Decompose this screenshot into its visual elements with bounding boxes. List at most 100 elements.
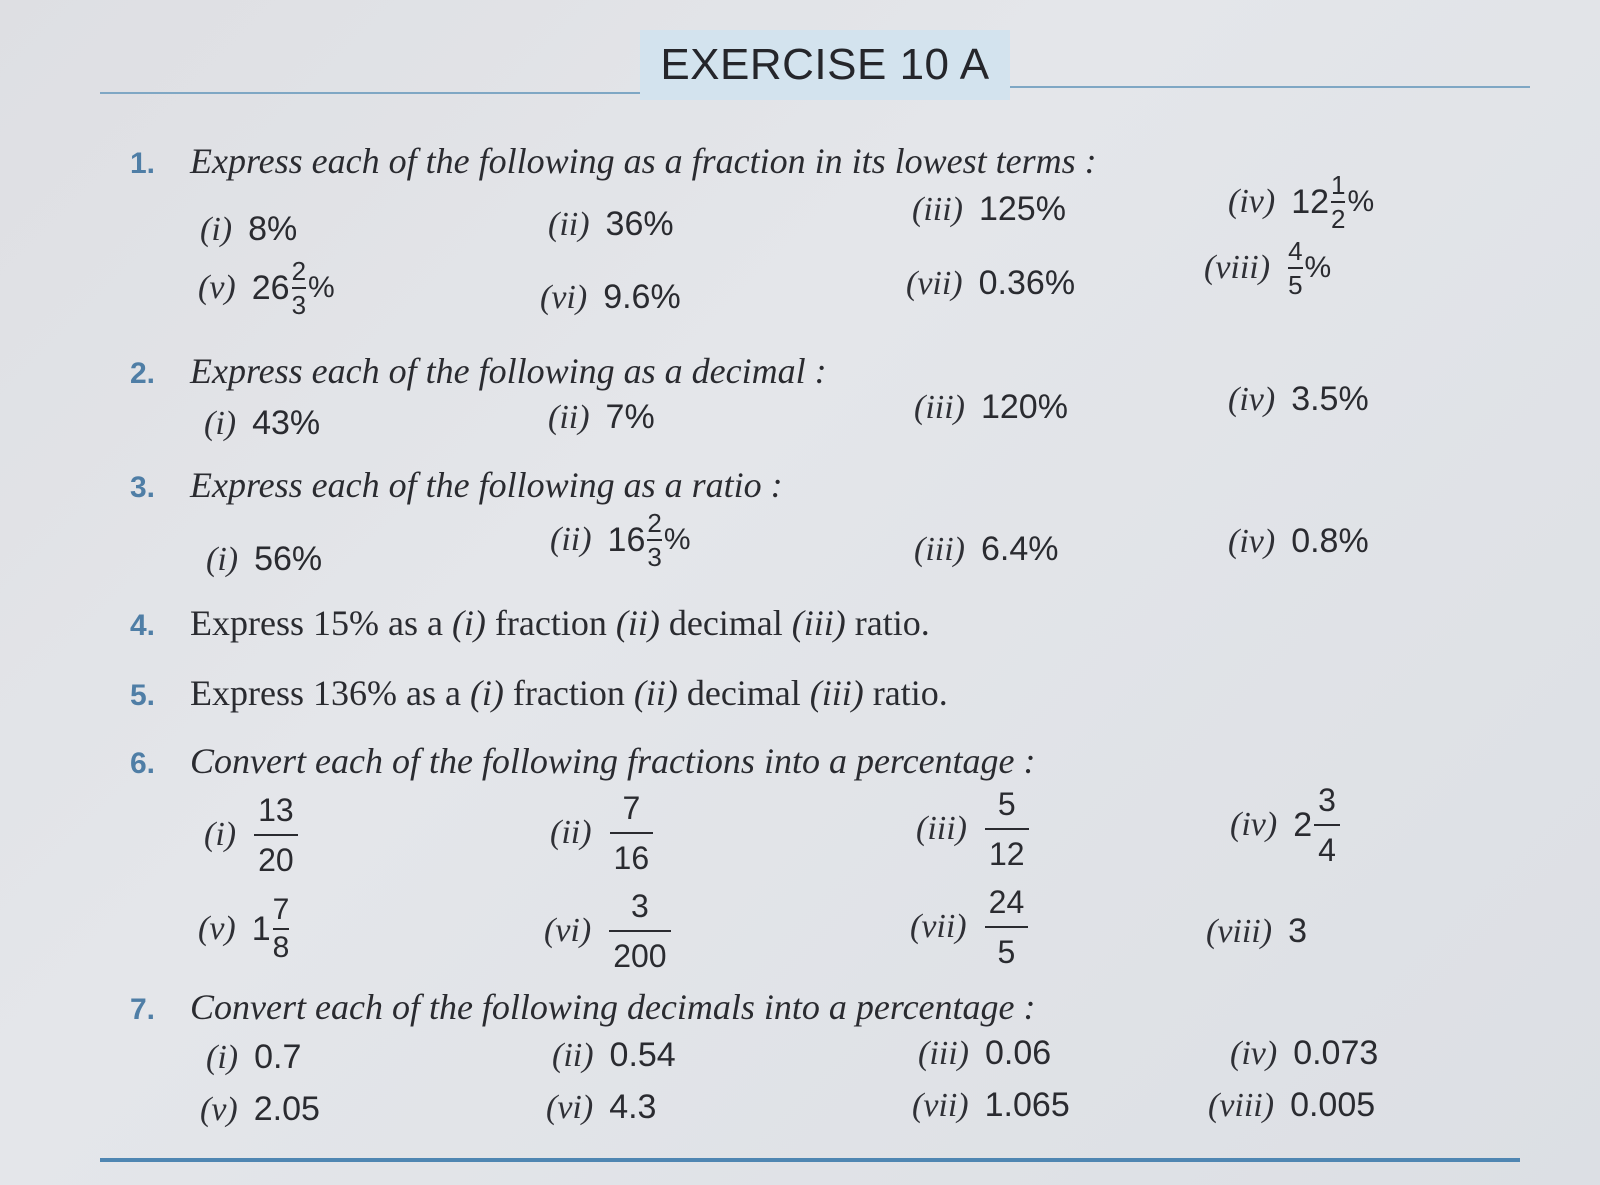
question-number: 6. <box>130 747 156 780</box>
question-6: 6. Convert each of the following fraction… <box>130 740 1036 782</box>
text-part: decimal <box>677 673 810 713</box>
item-value: 7% <box>605 398 655 436</box>
q1-item-7: (vii) 0.36% <box>906 264 1075 303</box>
item-label: (ii) <box>548 398 590 436</box>
q3-item-1: (i) 56% <box>206 540 322 579</box>
text-part: fraction <box>503 673 634 713</box>
item-value: 8% <box>248 210 298 248</box>
q6-item-8: (viii) 3 <box>1206 912 1307 951</box>
item-label: (ii) <box>550 814 592 851</box>
fraction-bar <box>291 287 307 289</box>
header-rule-right <box>1010 86 1530 88</box>
question-text: Express each of the following as a ratio… <box>190 465 783 505</box>
percent-sign: % <box>1347 185 1375 218</box>
q6-item-1: (i) 13 20 <box>204 794 300 876</box>
numerator: 7 <box>622 790 641 826</box>
q7-item-3: (iii) 0.06 <box>918 1034 1051 1073</box>
denominator: 5 <box>1288 270 1303 300</box>
denominator: 8 <box>272 931 290 964</box>
question-number: 3. <box>130 471 156 504</box>
fraction-bar <box>609 930 671 932</box>
question-7: 7. Convert each of the following decimals… <box>130 986 1036 1028</box>
item-label: (iii) <box>916 810 967 847</box>
fraction: 3 200 <box>609 890 671 972</box>
question-number: 4. <box>130 609 156 642</box>
text-part: fraction <box>485 603 616 643</box>
q1-item-2: (ii) 36% <box>548 205 674 244</box>
question-text: Convert each of the following fractions … <box>190 741 1036 781</box>
item-label: (vii) <box>906 264 963 302</box>
item-label: (viii) <box>1208 1086 1275 1124</box>
exercise-header: EXERCISE 10 A <box>0 28 1600 108</box>
numerator: 2 <box>647 508 662 538</box>
numerator: 7 <box>272 893 290 926</box>
percent-sign: % <box>663 523 691 556</box>
part-label: (i) <box>469 673 504 713</box>
q2-item-3: (iii) 120% <box>914 388 1068 427</box>
question-number: 1. <box>130 147 156 180</box>
item-value: 9.6% <box>603 278 681 316</box>
percent-sign: % <box>1304 251 1332 284</box>
q6-item-3: (iii) 5 12 <box>916 788 1031 870</box>
item-label: (i) <box>204 404 237 442</box>
whole-part: 12 <box>1291 182 1330 221</box>
item-value: 6.4% <box>980 530 1059 568</box>
whole-part: 16 <box>607 520 646 559</box>
question-text: Express each of the following as a decim… <box>190 351 827 391</box>
q2-item-4: (iv) 3.5% <box>1228 380 1369 419</box>
denominator: 5 <box>997 934 1016 970</box>
question-number: 7. <box>130 993 156 1026</box>
numerator: 1 <box>1331 170 1346 200</box>
fraction: 7 16 <box>609 790 654 876</box>
part-label: (ii) <box>633 673 678 713</box>
item-label: (iv) <box>1230 1034 1278 1072</box>
question-1: 1. Express each of the following as a fra… <box>130 140 1097 182</box>
numerator: 2 <box>291 256 307 286</box>
text-part: ratio. <box>845 603 930 643</box>
fraction-bar <box>254 834 298 836</box>
q7-item-2: (ii) 0.54 <box>552 1036 676 1075</box>
item-label: (iii) <box>912 190 963 228</box>
item-label: (v) <box>198 269 236 306</box>
item-label: (ii) <box>548 205 590 243</box>
item-value: 36% <box>605 205 674 243</box>
text-part: Express 15% as a <box>190 603 452 643</box>
q6-item-7: (vii) 24 5 <box>910 886 1030 968</box>
fraction: 13 20 <box>254 794 298 876</box>
denominator: 12 <box>988 836 1025 872</box>
fraction: 5 12 <box>984 788 1029 872</box>
item-label: (i) <box>206 1038 239 1076</box>
item-label: (vi) <box>546 1088 594 1126</box>
q1-item-3: (iii) 125% <box>912 190 1066 229</box>
item-label: (i) <box>200 210 233 248</box>
item-label: (vii) <box>910 908 967 945</box>
exercise-title: EXERCISE 10 A <box>640 30 1010 100</box>
item-label: (iv) <box>1230 806 1278 843</box>
text-part: decimal <box>659 603 792 643</box>
text-part: Express 136% as a <box>190 673 470 713</box>
part-label: (iii) <box>809 673 864 713</box>
question-2: 2. Express each of the following as a dec… <box>130 350 827 392</box>
q7-item-7: (vii) 1.065 <box>912 1086 1070 1125</box>
item-value: 125% <box>978 190 1066 228</box>
question-text: Convert each of the following decimals i… <box>190 987 1036 1027</box>
percent-sign: % <box>308 271 335 304</box>
denominator: 16 <box>613 840 650 876</box>
question-text: Express each of the following as a fract… <box>190 141 1097 181</box>
q3-item-3: (iii) 6.4% <box>914 530 1058 569</box>
item-value: 0.36% <box>978 264 1076 302</box>
denominator: 4 <box>1318 832 1336 868</box>
item-label: (iv) <box>1228 522 1276 560</box>
header-rule-left <box>100 92 640 94</box>
page-bottom-rule <box>100 1158 1520 1162</box>
item-value: 0.54 <box>609 1036 676 1074</box>
